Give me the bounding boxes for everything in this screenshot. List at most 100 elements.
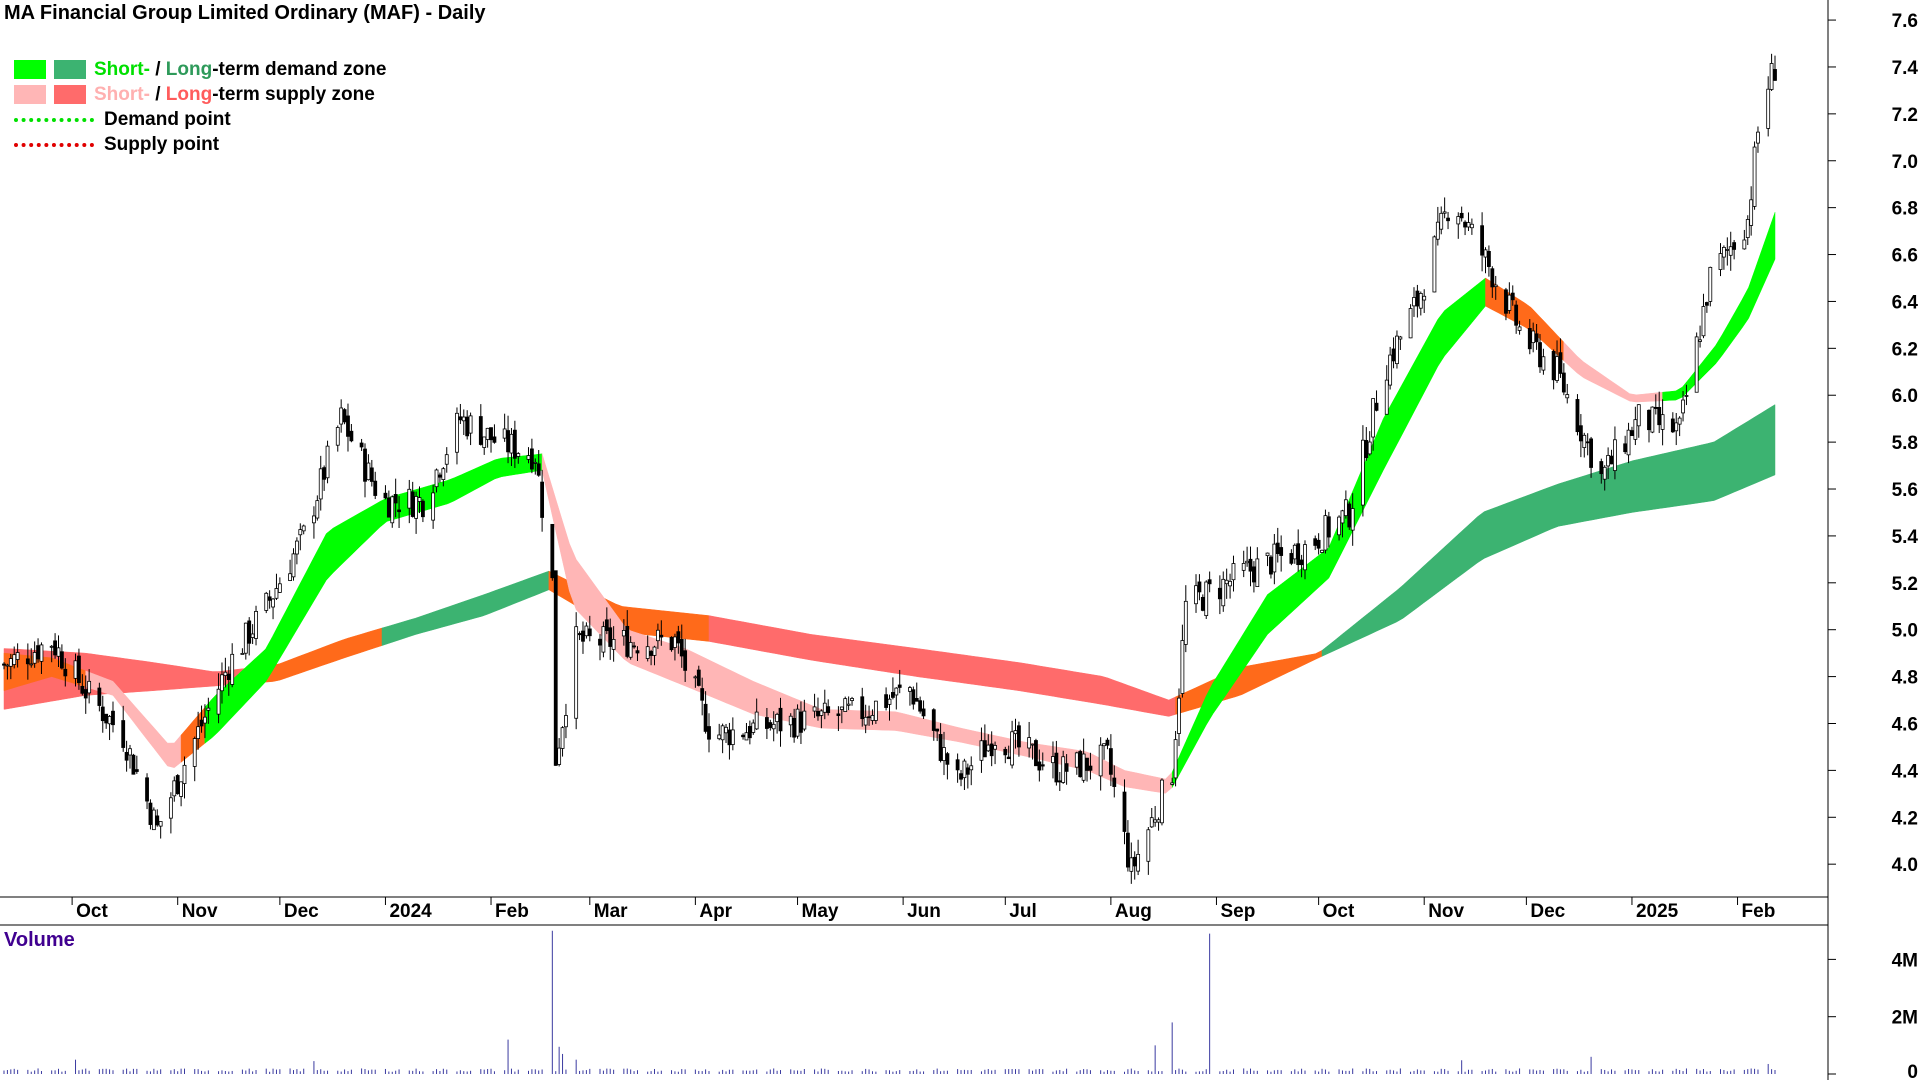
candle-body bbox=[860, 696, 865, 720]
legend-demand-rest: -term demand zone bbox=[212, 59, 387, 80]
candle-body bbox=[1674, 422, 1679, 432]
candle-body bbox=[1432, 236, 1437, 293]
candle-body bbox=[182, 764, 187, 784]
candle-body bbox=[274, 588, 279, 599]
candle-body bbox=[516, 453, 521, 457]
candle-body bbox=[921, 708, 926, 717]
long-zone-segment-6 bbox=[1321, 404, 1776, 657]
candle-body bbox=[247, 620, 252, 644]
candle-body bbox=[1701, 306, 1706, 337]
legend-supply-zone: Short- / Long -term supply zone bbox=[14, 82, 386, 107]
candle-body bbox=[1180, 640, 1185, 694]
candle-body bbox=[1599, 461, 1604, 475]
candle-body bbox=[979, 740, 984, 761]
candle-body bbox=[264, 592, 269, 611]
candle-body bbox=[489, 427, 493, 441]
candle-body bbox=[80, 685, 85, 694]
date-axis: Oct Nov Dec 2024 Feb Mar Apr May Jun Jul Aug Sep Oct… bbox=[71, 897, 1775, 922]
candle-body bbox=[1749, 199, 1754, 226]
candle-body bbox=[812, 706, 817, 712]
candle-body bbox=[1483, 249, 1488, 258]
candle-body bbox=[1316, 539, 1321, 549]
candle-body bbox=[1589, 438, 1593, 468]
price-tick-label: 7.2 bbox=[1892, 105, 1918, 126]
candle-body bbox=[1660, 414, 1665, 430]
volume-tick-label: 2M bbox=[1892, 1008, 1918, 1029]
candle-body bbox=[15, 652, 20, 660]
price-tick-label: 5.4 bbox=[1892, 527, 1919, 548]
price-tick-label: 4.6 bbox=[1892, 714, 1918, 735]
candle-body bbox=[1217, 587, 1222, 600]
candle-body bbox=[417, 497, 422, 502]
candle-body bbox=[315, 500, 320, 519]
candle-body bbox=[1337, 516, 1341, 536]
candle-body bbox=[226, 673, 231, 680]
candle-body bbox=[407, 488, 412, 509]
candle-body bbox=[1558, 352, 1563, 374]
candle-body bbox=[393, 494, 398, 504]
candle-body bbox=[707, 726, 711, 740]
candle-body bbox=[989, 743, 994, 757]
candle-body bbox=[540, 481, 545, 518]
candle-body bbox=[1030, 743, 1035, 746]
long-demand-swatch bbox=[54, 60, 86, 79]
candle-body bbox=[1279, 547, 1284, 556]
candle-body bbox=[669, 636, 674, 651]
candle-body bbox=[1064, 763, 1069, 772]
candle-body bbox=[839, 706, 844, 710]
candle-body bbox=[1636, 404, 1641, 427]
candle-body bbox=[819, 710, 824, 716]
candle-body bbox=[83, 689, 88, 699]
date-tick-label: 2024 bbox=[389, 901, 432, 922]
candle-body bbox=[158, 821, 163, 827]
candle-body bbox=[482, 436, 487, 448]
date-tick-label: Sep bbox=[1220, 901, 1255, 922]
candle-body bbox=[175, 775, 180, 795]
candle-body bbox=[1296, 543, 1301, 566]
candle-body bbox=[363, 448, 367, 482]
candle-body bbox=[383, 492, 388, 499]
date-tick-label: Apr bbox=[699, 901, 732, 922]
candle-body bbox=[822, 702, 827, 713]
candle-body bbox=[1609, 455, 1614, 465]
candle-body bbox=[254, 610, 258, 639]
candle-body bbox=[1289, 553, 1294, 564]
candle-body bbox=[1170, 782, 1175, 785]
date-tick-label: Jun bbox=[907, 901, 941, 922]
candle-body bbox=[1340, 510, 1345, 524]
candle-body bbox=[1398, 336, 1403, 340]
candle-body bbox=[1207, 579, 1212, 585]
candle-body bbox=[339, 407, 344, 425]
volume-axis: 0 2M 4M bbox=[1828, 950, 1918, 1083]
candle-body bbox=[1578, 425, 1583, 442]
candle-body bbox=[1442, 211, 1447, 214]
date-tick-label: May bbox=[802, 901, 839, 922]
candle-body bbox=[1745, 219, 1750, 238]
candle-body bbox=[1350, 508, 1355, 531]
candle-body bbox=[1323, 515, 1328, 551]
candle-body bbox=[124, 751, 129, 761]
candle-body bbox=[1194, 585, 1198, 605]
candle-body bbox=[1347, 503, 1352, 528]
candle-body bbox=[1299, 559, 1304, 566]
candle-body bbox=[601, 626, 606, 653]
candle-body bbox=[887, 698, 892, 705]
candle-body bbox=[1395, 335, 1399, 365]
candle-body bbox=[1371, 398, 1376, 438]
candle-body bbox=[230, 653, 235, 685]
candle-body bbox=[12, 654, 17, 665]
long-term-zone bbox=[3, 404, 1776, 717]
price-tick-label: 6.8 bbox=[1892, 199, 1918, 220]
candle-body bbox=[2, 663, 6, 666]
candle-body bbox=[8, 658, 13, 667]
candle-body bbox=[301, 525, 306, 532]
candle-body bbox=[938, 734, 943, 761]
price-tick-label: 5.8 bbox=[1892, 433, 1918, 454]
candle-body bbox=[1575, 399, 1580, 433]
date-tick-label: Feb bbox=[495, 901, 529, 922]
candle-body bbox=[717, 734, 722, 740]
candle-body bbox=[1439, 212, 1444, 230]
candle-body bbox=[1422, 295, 1427, 301]
date-tick-label: Dec bbox=[1530, 901, 1565, 922]
price-tick-label: 4.2 bbox=[1892, 808, 1918, 829]
